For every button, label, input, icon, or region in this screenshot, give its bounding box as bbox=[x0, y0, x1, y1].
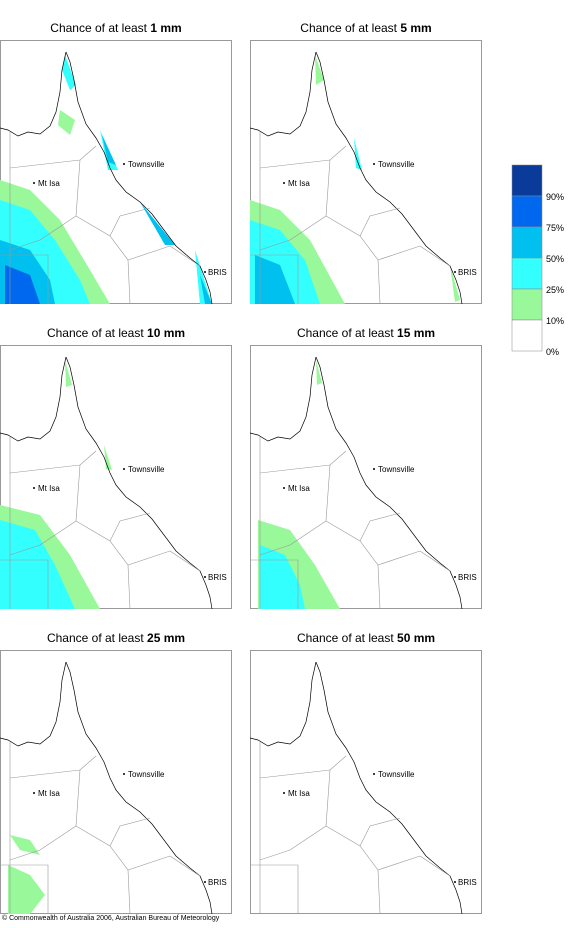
place-dot bbox=[283, 792, 285, 794]
legend-label: 50% bbox=[546, 254, 564, 264]
map-frame bbox=[0, 650, 232, 914]
place-dot bbox=[204, 271, 206, 273]
title-amount: 10 mm bbox=[147, 326, 185, 340]
rain-area bbox=[195, 250, 212, 304]
place-label: Mt Isa bbox=[288, 789, 310, 798]
place-dot bbox=[33, 792, 35, 794]
rain-area bbox=[65, 360, 72, 387]
map-panel: Townsville Mt Isa BRIS bbox=[0, 345, 232, 610]
legend-swatch bbox=[511, 226, 543, 259]
title-prefix: Chance of at least bbox=[47, 631, 147, 645]
map-panel: Townsville Mt Isa BRIS bbox=[249, 345, 482, 610]
place-dot bbox=[454, 576, 456, 578]
map-panel: Townsville Mt Isa BRIS bbox=[0, 40, 232, 305]
panel-title: Chance of at least 1 mm bbox=[50, 21, 181, 35]
rain-area bbox=[260, 545, 305, 609]
legend-label: 25% bbox=[546, 285, 564, 295]
legend-swatch bbox=[511, 257, 543, 290]
legend-swatch bbox=[511, 319, 543, 352]
panel-title: Chance of at least 10 mm bbox=[47, 326, 185, 340]
rain-area bbox=[140, 202, 175, 245]
place-label: BRIS bbox=[208, 268, 227, 277]
place-dot bbox=[33, 487, 35, 489]
copyright: © Commonwealth of Australia 2006, Austra… bbox=[2, 914, 220, 922]
place-label: BRIS bbox=[458, 573, 477, 582]
title-prefix: Chance of at least bbox=[297, 631, 397, 645]
place-dot bbox=[373, 468, 375, 470]
rain-area bbox=[0, 520, 75, 609]
place-dot bbox=[123, 468, 125, 470]
legend-swatch bbox=[511, 195, 543, 228]
place-dot bbox=[123, 773, 125, 775]
place-label: Townsville bbox=[378, 770, 415, 779]
place-dot bbox=[204, 576, 206, 578]
rain-area bbox=[102, 135, 116, 165]
place-label: Townsville bbox=[128, 160, 165, 169]
map-panel: Townsville Mt Isa BRIS bbox=[249, 40, 482, 305]
place-label: Mt Isa bbox=[38, 179, 60, 188]
panel-title: Chance of at least 25 mm bbox=[47, 631, 185, 645]
panel-title: Chance of at least 15 mm bbox=[297, 326, 435, 340]
place-label: Townsville bbox=[378, 465, 415, 474]
legend-label: 90% bbox=[546, 192, 564, 202]
place-dot bbox=[454, 271, 456, 273]
place-dot bbox=[283, 182, 285, 184]
rain-area bbox=[255, 255, 295, 304]
place-label: BRIS bbox=[458, 878, 477, 887]
legend-label: 10% bbox=[546, 316, 564, 326]
rain-area bbox=[354, 138, 362, 170]
place-dot bbox=[454, 881, 456, 883]
legend-label: 75% bbox=[546, 223, 564, 233]
rain-area bbox=[315, 55, 324, 85]
place-label: Townsville bbox=[378, 160, 415, 169]
place-label: BRIS bbox=[208, 878, 227, 887]
place-dot bbox=[373, 773, 375, 775]
rain-area bbox=[58, 110, 75, 135]
rain-area bbox=[62, 55, 76, 90]
legend-swatch bbox=[511, 288, 543, 321]
title-amount: 50 mm bbox=[397, 631, 435, 645]
rain-area bbox=[104, 445, 112, 470]
place-dot bbox=[204, 881, 206, 883]
place-label: Mt Isa bbox=[288, 179, 310, 188]
place-dot bbox=[283, 487, 285, 489]
title-amount: 15 mm bbox=[397, 326, 435, 340]
place-dot bbox=[373, 163, 375, 165]
title-prefix: Chance of at least bbox=[50, 21, 150, 35]
rain-area bbox=[450, 265, 460, 302]
place-label: Mt Isa bbox=[38, 789, 60, 798]
rain-area bbox=[200, 275, 212, 304]
place-label: Mt Isa bbox=[288, 484, 310, 493]
place-label: BRIS bbox=[208, 573, 227, 582]
place-dot bbox=[33, 182, 35, 184]
map-frame bbox=[250, 650, 482, 914]
map-panel: Townsville Mt Isa BRIS bbox=[0, 650, 232, 915]
panel-title: Chance of at least 50 mm bbox=[297, 631, 435, 645]
place-label: BRIS bbox=[458, 268, 477, 277]
title-amount: 1 mm bbox=[150, 21, 181, 35]
rain-area bbox=[316, 360, 322, 385]
place-label: Townsville bbox=[128, 770, 165, 779]
title-amount: 5 mm bbox=[400, 21, 431, 35]
rain-area bbox=[8, 865, 45, 914]
title-prefix: Chance of at least bbox=[297, 326, 397, 340]
map-panel: Townsville Mt Isa BRIS bbox=[249, 650, 482, 915]
place-label: Mt Isa bbox=[38, 484, 60, 493]
title-prefix: Chance of at least bbox=[300, 21, 400, 35]
legend-swatch bbox=[511, 164, 543, 197]
title-amount: 25 mm bbox=[147, 631, 185, 645]
panel-title: Chance of at least 5 mm bbox=[300, 21, 431, 35]
place-dot bbox=[123, 163, 125, 165]
place-label: Townsville bbox=[128, 465, 165, 474]
rain-area bbox=[10, 835, 40, 855]
title-prefix: Chance of at least bbox=[47, 326, 147, 340]
rain-area bbox=[5, 265, 40, 304]
legend-label: 0% bbox=[546, 347, 559, 357]
